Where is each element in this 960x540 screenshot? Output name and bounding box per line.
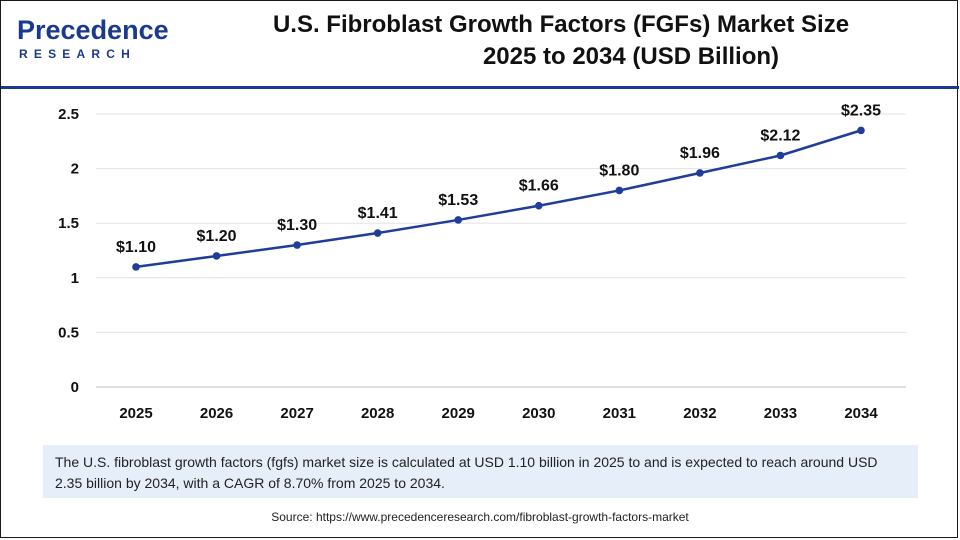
data-point [776,151,785,160]
chart-title: U.S. Fibroblast Growth Factors (FGFs) Ma… [201,9,921,73]
data-point [373,229,382,237]
data-label: $1.10 [116,239,156,256]
y-tick-label: 2 [71,161,79,178]
data-label: $1.80 [599,162,639,179]
y-tick-label: 2.5 [58,106,79,123]
data-label: $1.20 [197,228,237,245]
y-tick-label: 1 [71,270,79,287]
y-tick-label: 0.5 [58,324,79,341]
data-point [534,201,543,210]
data-label: $2.12 [760,127,800,144]
x-tick-label: 2031 [603,405,636,422]
x-tick-label: 2028 [361,405,394,422]
data-label: $1.41 [358,205,398,222]
data-point [615,186,624,195]
data-label: $1.66 [519,178,559,195]
summary-note: The U.S. fibroblast growth factors (fgfs… [43,445,918,498]
data-label: $1.30 [277,217,317,234]
x-tick-label: 2033 [764,405,797,422]
data-label: $2.35 [841,102,881,119]
line-chart: 0 0.5 1 1.5 2 2.5 2025 2026 2027 2028 2029 2030 2031… [58,102,906,422]
logo-subtitle: RESEARCH [19,47,136,61]
data-point [857,126,865,135]
data-point [212,252,221,260]
x-tick-label: 2025 [119,405,152,422]
header-divider [1,86,959,89]
data-point [696,169,704,177]
y-tick-label: 1.5 [58,215,79,232]
x-tick-label: 2032 [683,405,716,422]
source-citation: Source: https://www.precedenceresearch.c… [271,510,689,524]
data-point [293,241,301,249]
logo-wordmark: Precedence [17,15,169,45]
x-tick-label: 2029 [442,405,475,422]
x-tick-label: 2027 [280,405,313,422]
data-point [454,216,463,224]
y-tick-label: 0 [71,379,79,396]
series-line [135,129,862,269]
chart-title-line-1: U.S. Fibroblast Growth Factors (FGFs) Ma… [272,11,850,38]
company-logo: Precedence RESEARCH [17,15,169,67]
chart-title-line-2: 2025 to 2034 (USD Billion) [482,43,780,70]
data-label: $1.96 [680,145,720,162]
data-label: $1.53 [438,192,478,209]
x-tick-label: 2034 [844,405,878,422]
header: Precedence RESEARCH U.S. Fibroblast Grow… [1,1,959,86]
x-tick-label: 2030 [522,405,555,422]
x-tick-label: 2026 [200,405,233,422]
data-point [132,263,140,271]
